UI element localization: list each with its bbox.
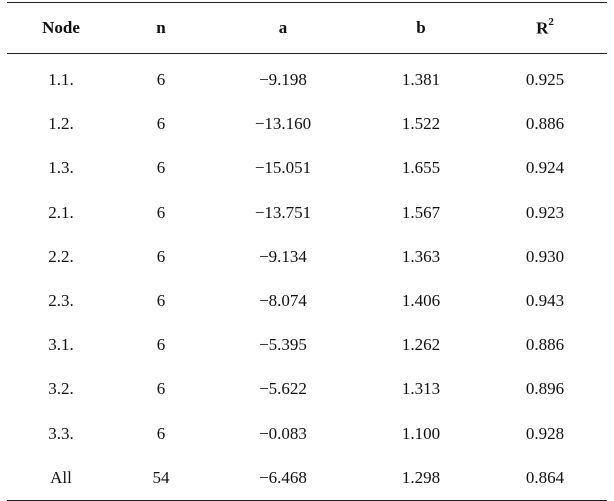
table-row: All 54 −6.468 1.298 0.864	[7, 456, 607, 501]
cell-node: 3.3.	[48, 423, 74, 443]
header-b: b	[416, 18, 426, 37]
cell-b: 1.522	[401, 114, 441, 134]
table-row: 1.2. 6 −13.160 1.522 0.886	[7, 102, 607, 146]
cell-node: All	[50, 467, 72, 487]
cell-r2: 0.928	[525, 423, 565, 443]
cell-a: −8.074	[259, 291, 307, 311]
header-a: a	[278, 18, 288, 37]
cell-b: 1.406	[401, 291, 441, 311]
table-row: 2.1. 6 −13.751 1.567 0.923	[7, 191, 607, 235]
cell-n: 54	[152, 467, 170, 487]
cell-b: 1.262	[401, 335, 441, 355]
table-body: 1.1. 6 −9.198 1.381 0.925 1.2. 6 −13.160 1.522 0.…	[7, 54, 607, 501]
cell-r2: 0.943	[525, 291, 565, 311]
cell-r2: 0.886	[525, 335, 565, 355]
cell-b: 1.655	[401, 158, 441, 178]
cell-b: 1.298	[401, 467, 441, 487]
cell-node: 3.1.	[48, 335, 74, 355]
cell-a: −13.160	[254, 114, 312, 134]
cell-r2: 0.924	[525, 158, 565, 178]
cell-b: 1.313	[401, 379, 441, 399]
header-r2: R2	[483, 3, 607, 54]
cell-r2: 0.886	[525, 114, 565, 134]
cell-node: 1.2.	[48, 114, 74, 134]
table-row: 3.2. 6 −5.622 1.313 0.896	[7, 367, 607, 411]
cell-r2: 0.930	[525, 246, 565, 266]
cell-a: −9.198	[259, 70, 307, 90]
table-row: 2.3. 6 −8.074 1.406 0.943	[7, 279, 607, 323]
cell-a: −0.083	[259, 423, 307, 443]
cell-a: −15.051	[254, 158, 312, 178]
table-header: Node n a b R2	[7, 2, 607, 54]
table-row: 3.3. 6 −0.083 1.100 0.928	[7, 412, 607, 456]
cell-b: 1.567	[401, 202, 441, 222]
cell-n: 6	[156, 335, 166, 355]
cell-node: 1.3.	[48, 158, 74, 178]
cell-node: 2.3.	[48, 291, 74, 311]
cell-n: 6	[156, 423, 166, 443]
cell-r2: 0.896	[525, 379, 565, 399]
cell-n: 6	[156, 246, 166, 266]
header-n: n	[156, 18, 166, 37]
header-row: Node n a b R2	[7, 2, 607, 54]
table-row: 1.3. 6 −15.051 1.655 0.924	[7, 146, 607, 190]
header-node: Node	[42, 18, 80, 37]
table-row: 2.2. 6 −9.134 1.363 0.930	[7, 235, 607, 279]
cell-a: −6.468	[259, 467, 307, 487]
cell-b: 1.381	[401, 70, 441, 90]
cell-b: 1.100	[401, 423, 441, 443]
cell-node: 3.2.	[48, 379, 74, 399]
table-row: 3.1. 6 −5.395 1.262 0.886	[7, 323, 607, 367]
table-row: 1.1. 6 −9.198 1.381 0.925	[7, 54, 607, 103]
header-r2-superscript: 2	[548, 15, 554, 28]
regression-table-container: Node n a b R2 1.1. 6 −9.198 1.381 0.925 1.2. 6…	[7, 2, 607, 501]
regression-table: Node n a b R2 1.1. 6 −9.198 1.381 0.925 1.2. 6…	[7, 2, 607, 501]
cell-a: −5.395	[259, 335, 307, 355]
cell-node: 1.1.	[48, 70, 74, 90]
cell-a: −9.134	[259, 246, 307, 266]
cell-r2: 0.925	[525, 70, 565, 90]
cell-node: 2.2.	[48, 246, 74, 266]
cell-n: 6	[156, 114, 166, 134]
cell-r2: 0.864	[525, 467, 565, 487]
cell-n: 6	[156, 379, 166, 399]
cell-a: −5.622	[259, 379, 307, 399]
cell-n: 6	[156, 70, 166, 90]
cell-node: 2.1.	[48, 202, 74, 222]
cell-r2: 0.923	[525, 202, 565, 222]
cell-n: 6	[156, 158, 166, 178]
cell-n: 6	[156, 291, 166, 311]
header-r2-base: R	[536, 18, 549, 38]
cell-n: 6	[156, 202, 166, 222]
cell-b: 1.363	[401, 246, 441, 266]
cell-a: −13.751	[254, 202, 312, 222]
